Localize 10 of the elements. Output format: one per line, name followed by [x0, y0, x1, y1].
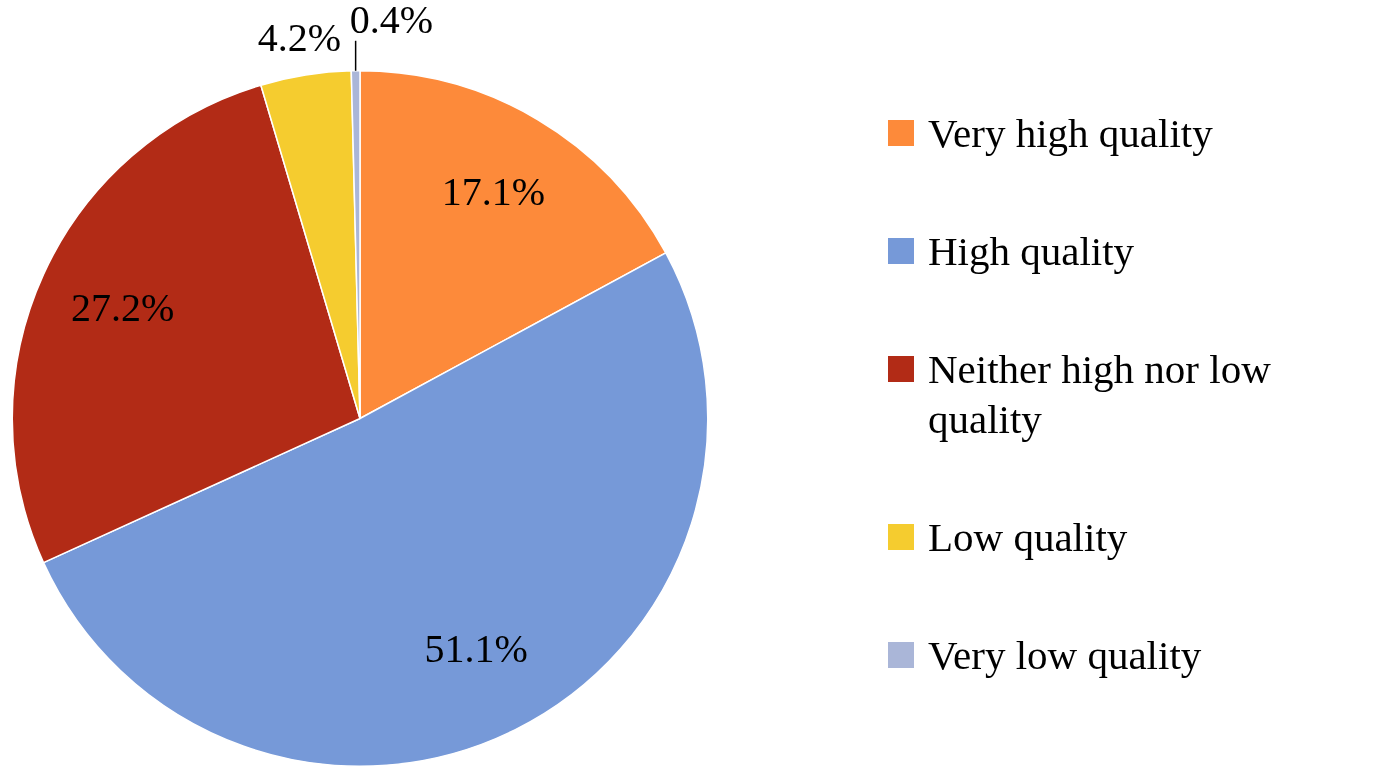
- legend-label: Neither high nor low quality: [928, 345, 1272, 444]
- data-label: 4.2%: [257, 14, 342, 60]
- data-label: 27.2%: [70, 284, 175, 330]
- legend-label: High quality: [928, 227, 1135, 276]
- legend-label: Low quality: [928, 513, 1128, 562]
- legend-label: Very low quality: [928, 631, 1202, 680]
- data-label: 51.1%: [424, 626, 528, 672]
- data-label: 0.4%: [349, 0, 433, 43]
- data-label: 17.1%: [441, 168, 546, 214]
- legend-label: Very high quality: [928, 109, 1213, 158]
